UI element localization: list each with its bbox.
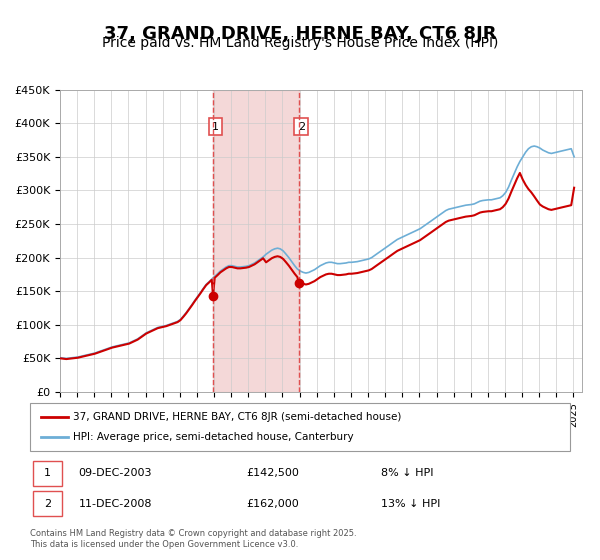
Bar <box>213 90 299 392</box>
Text: 37, GRAND DRIVE, HERNE BAY, CT6 8JR (semi-detached house): 37, GRAND DRIVE, HERNE BAY, CT6 8JR (sem… <box>73 412 401 422</box>
Text: Contains HM Land Registry data © Crown copyright and database right 2025.
This d: Contains HM Land Registry data © Crown c… <box>30 529 356 549</box>
Text: 8% ↓ HPI: 8% ↓ HPI <box>381 468 433 478</box>
Text: HPI: Average price, semi-detached house, Canterbury: HPI: Average price, semi-detached house,… <box>73 432 354 442</box>
Text: Price paid vs. HM Land Registry's House Price Index (HPI): Price paid vs. HM Land Registry's House … <box>102 36 498 50</box>
Text: 13% ↓ HPI: 13% ↓ HPI <box>381 498 440 508</box>
Text: 09-DEC-2003: 09-DEC-2003 <box>79 468 152 478</box>
Text: 2: 2 <box>298 122 305 132</box>
Text: 1: 1 <box>44 468 51 478</box>
FancyBboxPatch shape <box>30 403 570 451</box>
Text: 1: 1 <box>212 122 219 132</box>
Text: £162,000: £162,000 <box>246 498 299 508</box>
Text: 2: 2 <box>44 498 51 508</box>
FancyBboxPatch shape <box>33 491 62 516</box>
Text: £142,500: £142,500 <box>246 468 299 478</box>
Text: 37, GRAND DRIVE, HERNE BAY, CT6 8JR: 37, GRAND DRIVE, HERNE BAY, CT6 8JR <box>104 25 496 43</box>
FancyBboxPatch shape <box>33 460 62 486</box>
Text: 11-DEC-2008: 11-DEC-2008 <box>79 498 152 508</box>
